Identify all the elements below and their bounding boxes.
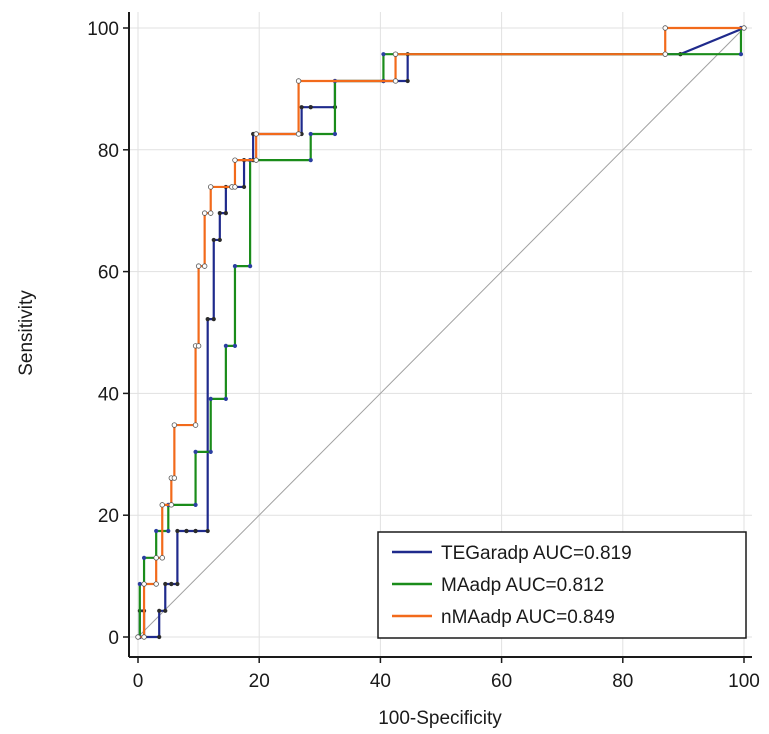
series-2-point-10 [171,422,178,428]
reference-line [137,27,745,638]
series-0-point-30 [299,105,304,110]
series-0-point-10 [169,581,174,587]
series-2-point-21 [232,184,238,190]
series-2-point-26 [295,78,302,84]
series-2-point-18 [208,184,214,190]
series-2-point-27 [392,78,399,84]
series-2-point-15 [201,263,208,269]
x-tick-label-3: 60 [491,671,512,692]
legend-box [377,531,747,639]
series-1-point-12 [208,396,213,401]
series-2-point-25 [295,131,302,137]
series-0-point-16 [193,528,198,534]
series-0-point-18 [205,317,210,322]
series-1-point-19 [308,158,313,163]
series-2-point-22 [232,157,238,163]
series-1-point-11 [208,449,213,454]
y-tick-label-5: 100 [87,19,119,40]
series-1-point-9 [193,502,198,507]
series-2 [135,25,747,640]
y-tick-label-3: 60 [98,263,119,284]
series-1-point-15 [232,343,238,348]
axes [123,12,752,663]
series-0-point-11 [175,581,180,587]
series-2-point-24 [253,131,259,137]
series-1-point-14 [223,343,228,348]
series-2-point-11 [192,422,199,428]
series-2-point-9 [171,475,178,481]
reference-diagonal [137,27,745,638]
series-1-point-16 [232,264,238,269]
series-2-point-2 [141,581,147,587]
series-2-point-7 [168,502,175,508]
x-tick-label-0: 0 [133,671,144,692]
series-0-point-8 [163,581,168,587]
series-0-point-19 [211,317,216,322]
x-tick-label-5: 100 [728,671,760,692]
series-2-point-23 [253,157,259,163]
x-tick-label-4: 80 [612,671,633,692]
legend-items: TEGaradp AUC=0.819 MAadp AUC=0.812 nMAadp … [392,543,632,628]
series-1-point-21 [332,131,338,137]
series-1-point-25 [738,52,744,57]
series-2-point-13 [195,343,202,349]
legend: TEGaradp AUC=0.819 MAadp AUC=0.812 nMAadp … [377,531,747,639]
tick-labels: 0 20 40 60 80 100 0 20 40 60 80 100 [87,19,760,692]
series-2-point-3 [153,581,159,587]
y-axis-title: Sensitivity [16,290,37,376]
y-tick-label-2: 40 [98,384,119,405]
series-1-point-17 [248,264,253,269]
series-0-point-14 [184,528,189,534]
series-2-point-31 [741,25,747,31]
series-1-point-20 [308,131,313,137]
series-0-point-32 [308,105,313,110]
series-0-point-7 [163,608,168,613]
y-tick-label-0: 0 [108,628,119,649]
series-2-point-29 [662,51,668,57]
series-0-point-25 [241,184,247,190]
series-0-point-17 [205,528,210,534]
series-2-point-1 [141,634,147,640]
x-tick-label-1: 20 [249,671,270,692]
series-2-point-5 [159,555,165,561]
series-1-point-6 [154,528,159,534]
x-tick-label-2: 40 [370,671,391,692]
series-1-point-4 [141,555,147,560]
series-0-point-23 [223,211,228,216]
legend-label-1: MAadp AUC=0.812 [441,575,604,596]
series-1-point-7 [166,528,171,534]
series-1-point-24 [381,52,386,57]
series-2-point-4 [153,555,159,561]
series-0-point-5 [157,634,162,640]
series-2-point-30 [662,25,668,31]
legend-label-2: nMAadp AUC=0.849 [441,607,615,628]
grid [129,12,752,657]
series-1-point-13 [223,396,228,401]
series-2-point-6 [159,502,165,508]
series-2-point-16 [201,210,208,216]
series-0-point-21 [217,237,222,243]
series-2-point-17 [208,210,214,216]
series-0-point-6 [157,608,162,613]
series-0-point-37 [405,78,410,84]
series-1-point-10 [193,449,198,454]
series-0-point-12 [175,528,180,534]
y-tick-label-4: 80 [98,141,119,162]
series-0-point-22 [217,211,222,216]
legend-label-0: TEGaradp AUC=0.819 [441,543,632,564]
series-2-point-28 [392,51,399,57]
series-group [135,25,747,640]
y-tick-label-1: 20 [98,506,119,527]
series-2-point-0 [135,634,141,640]
x-axis-title: 100-Specificity [378,708,502,729]
series-1-point-2 [137,581,142,587]
series-0-point-20 [211,237,216,243]
series-2-point-14 [195,263,202,269]
